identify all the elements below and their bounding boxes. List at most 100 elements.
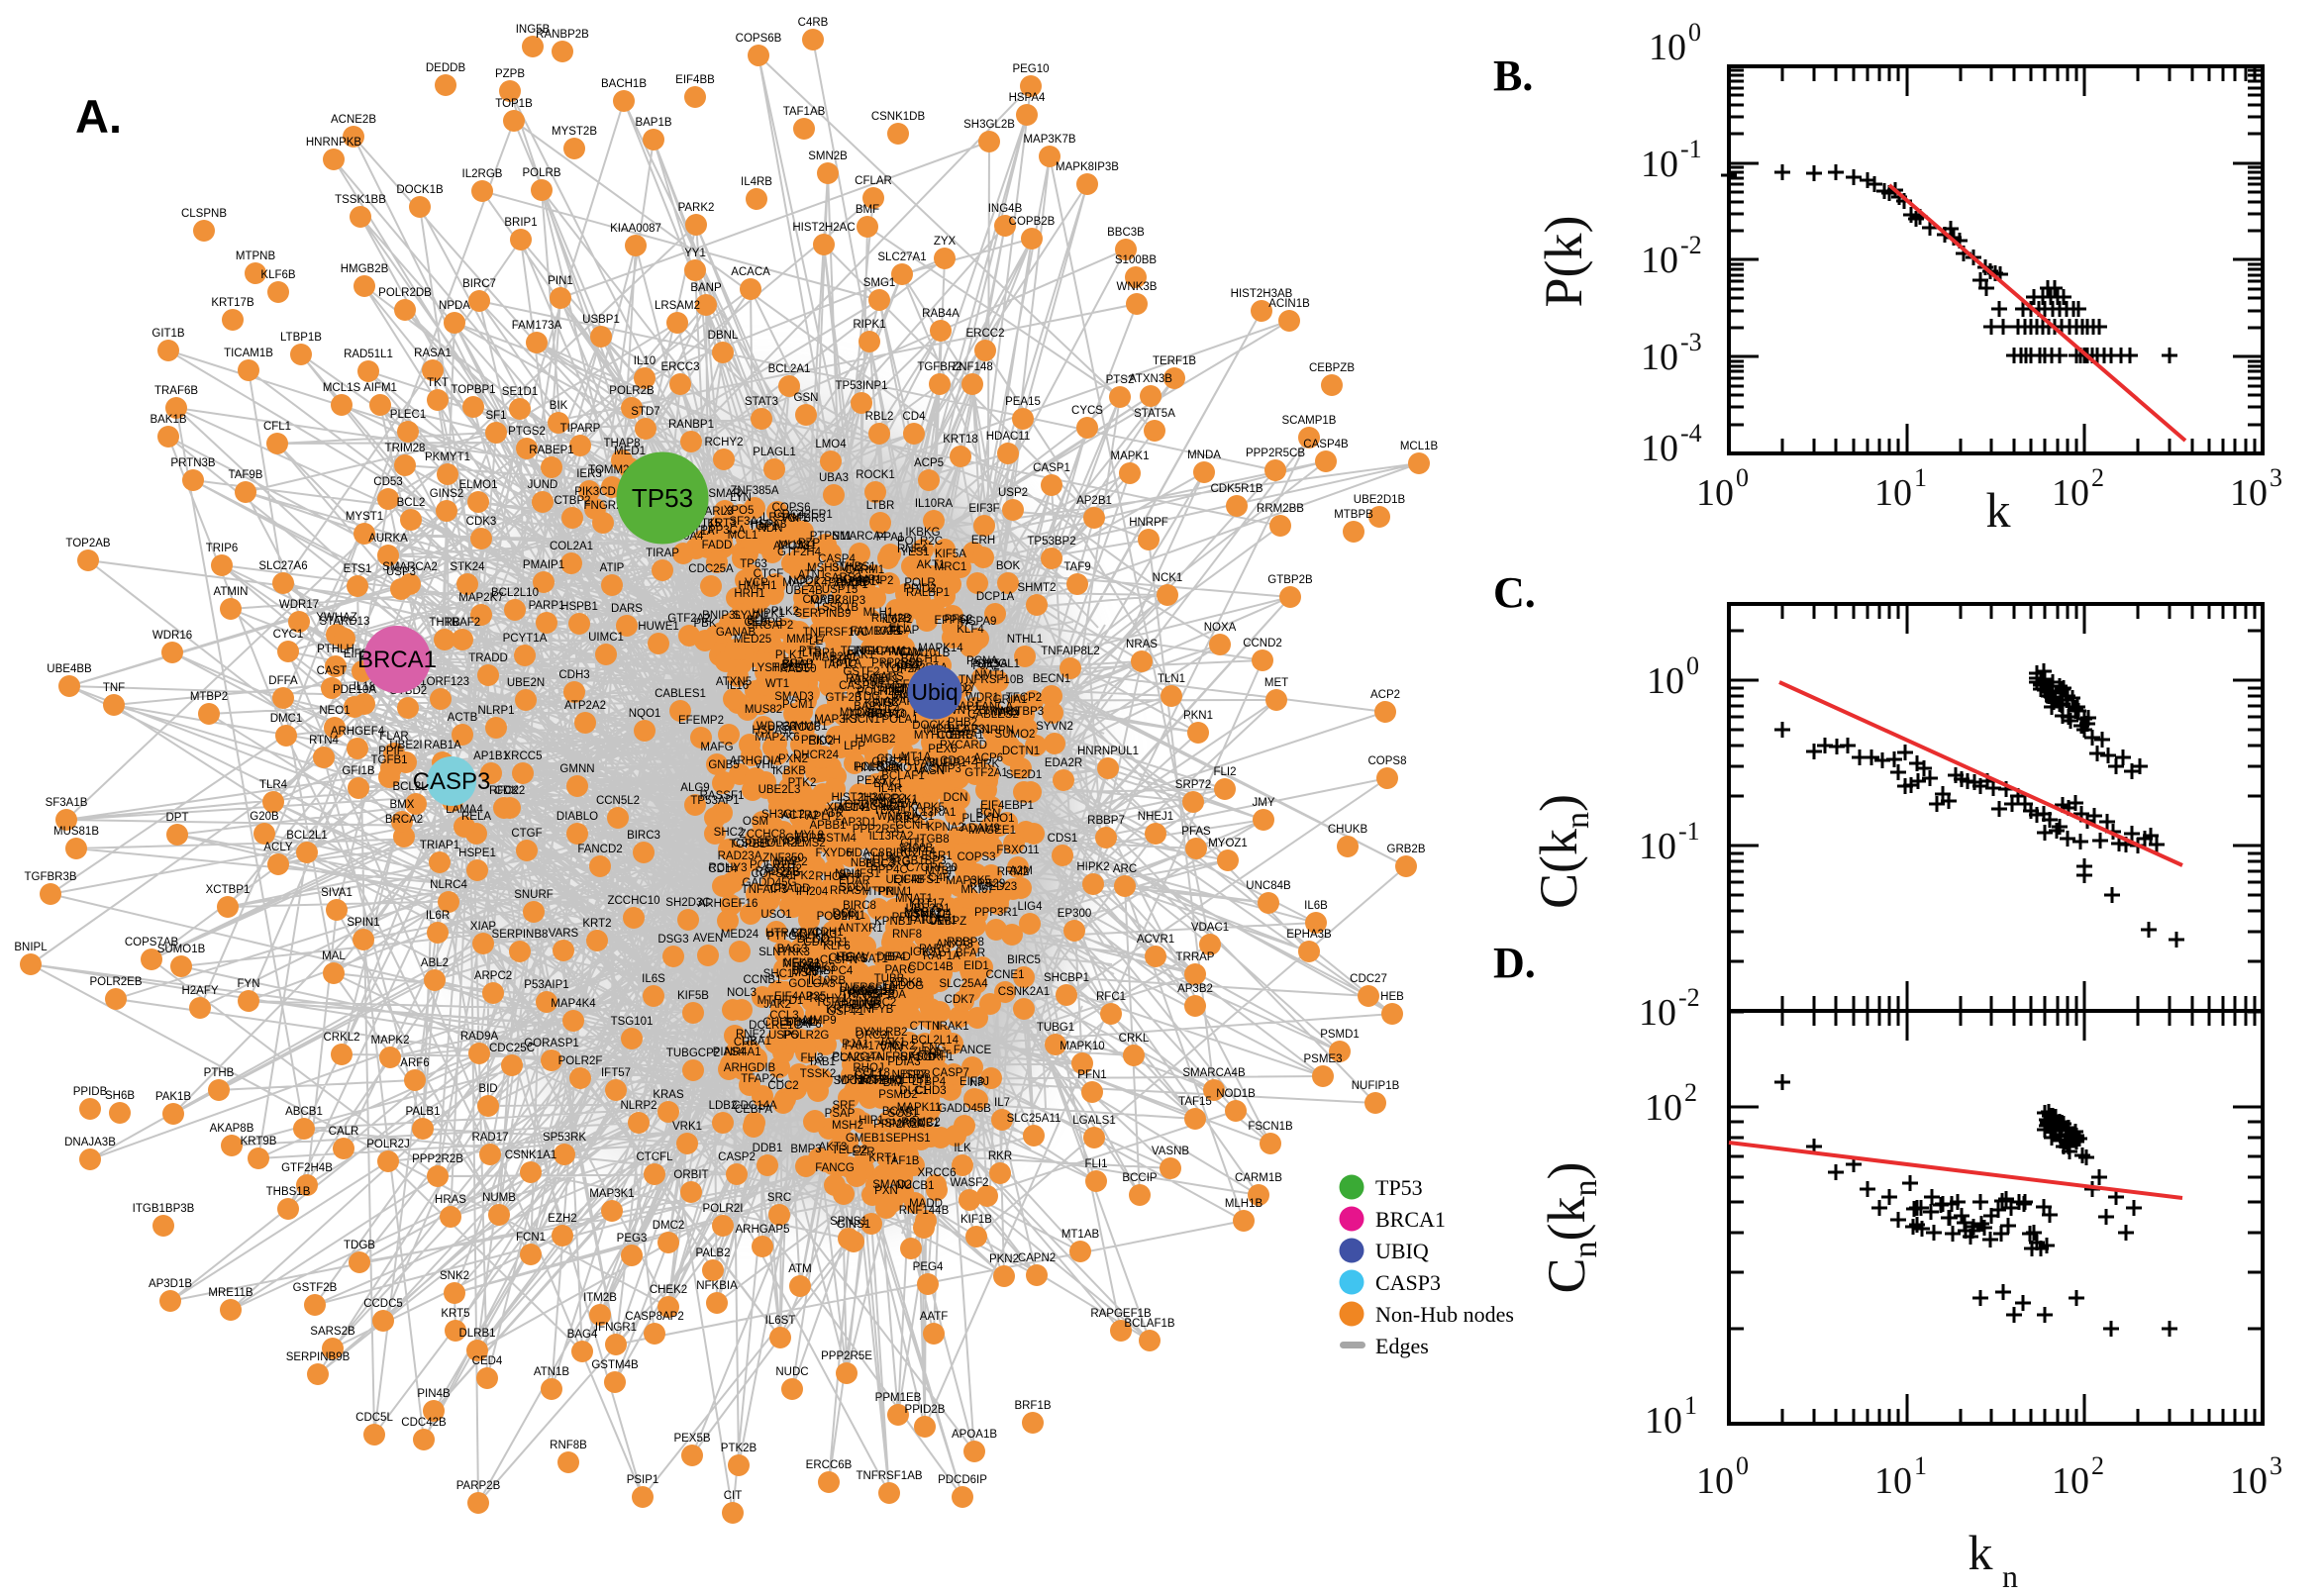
svg-text:BCLAF1B: BCLAF1B (1124, 1318, 1174, 1330)
svg-text:TERF1B: TERF1B (1153, 355, 1196, 367)
svg-text:TAF1C: TAF1C (822, 659, 858, 671)
svg-text:NEO1: NEO1 (319, 705, 350, 717)
svg-text:10: 10 (1874, 472, 1912, 514)
svg-text:DEDD: DEDD (797, 934, 830, 946)
svg-text:CDK3: CDK3 (466, 516, 497, 528)
svg-text:RALBP1: RALBP1 (906, 587, 950, 599)
svg-text:PKN2: PKN2 (989, 1253, 1019, 1265)
svg-text:BAP1: BAP1 (854, 701, 882, 713)
svg-text:NFKBIA: NFKBIA (696, 1280, 738, 1292)
svg-text:TGFB1: TGFB1 (370, 754, 407, 766)
svg-text:PKN1: PKN1 (1183, 710, 1213, 722)
svg-text:PMAIP1: PMAIP1 (523, 559, 564, 571)
svg-text:CDC25A: CDC25A (688, 563, 734, 575)
svg-text:ARHGDIB: ARHGDIB (724, 1062, 776, 1074)
svg-text:EFEMP2: EFEMP2 (678, 715, 724, 727)
svg-text:ETS1: ETS1 (344, 563, 372, 575)
svg-text:PAK1: PAK1 (847, 649, 875, 661)
svg-text:CCNE1: CCNE1 (986, 969, 1025, 981)
svg-text:HIST2H2AC: HIST2H2AC (792, 222, 855, 234)
svg-text:SLC27A6: SLC27A6 (258, 560, 307, 572)
svg-text:CYCS: CYCS (1071, 405, 1103, 417)
svg-text:NLRP1: NLRP1 (477, 705, 514, 717)
svg-text:FADD: FADD (702, 540, 733, 551)
svg-text:PEG3: PEG3 (617, 1233, 648, 1245)
svg-text:AATF: AATF (920, 1311, 949, 1323)
svg-text:k: k (1969, 1525, 1993, 1580)
svg-text:DMC1: DMC1 (270, 713, 303, 725)
svg-text:FNGR2: FNGR2 (584, 500, 623, 512)
svg-text:STK24: STK24 (450, 561, 485, 573)
svg-text:BCL2L1: BCL2L1 (286, 830, 328, 842)
svg-text:APAF1: APAF1 (833, 579, 868, 591)
svg-text:10: 10 (1641, 428, 1678, 469)
svg-text:SLC25A4: SLC25A4 (939, 978, 988, 990)
svg-text:TOP2A: TOP2A (884, 663, 922, 675)
svg-text:RAD9A: RAD9A (460, 1031, 499, 1043)
svg-text:CARM1B: CARM1B (1235, 1172, 1282, 1184)
svg-text:SNURF: SNURF (514, 889, 554, 901)
svg-text:S100BB: S100BB (1115, 254, 1158, 266)
svg-text:PHB2: PHB2 (948, 717, 977, 729)
svg-text:XIAP: XIAP (470, 921, 497, 933)
svg-text:ZHX1: ZHX1 (911, 1047, 940, 1058)
svg-text:GSN: GSN (794, 392, 819, 404)
svg-text:CAPN2: CAPN2 (1018, 1252, 1056, 1264)
svg-text:PFS2: PFS2 (945, 614, 973, 626)
svg-text:TRAF6B: TRAF6B (154, 385, 198, 397)
svg-text:VRK1: VRK1 (672, 1121, 702, 1133)
svg-text:BRAP: BRAP (782, 658, 814, 670)
svg-text:PEX6: PEX6 (928, 744, 957, 755)
svg-text:RHOJ: RHOJ (853, 1062, 883, 1074)
svg-text:UBIQ: UBIQ (1375, 1239, 1429, 1263)
svg-text:LTBP1: LTBP1 (802, 648, 836, 659)
svg-text:BAK1: BAK1 (873, 778, 902, 790)
svg-text:10: 10 (1647, 660, 1684, 702)
svg-text:ZYX: ZYX (934, 236, 957, 248)
svg-text:FBXO11: FBXO11 (996, 845, 1039, 856)
svg-text:KRT9: KRT9 (864, 698, 893, 710)
svg-text:CLSPNB: CLSPNB (181, 208, 227, 220)
svg-text:LTBR: LTBR (866, 500, 895, 512)
svg-text:USP2: USP2 (998, 487, 1028, 499)
svg-text:GTF2A2: GTF2A2 (667, 613, 710, 625)
svg-text:IL2RGB: IL2RGB (462, 168, 503, 180)
svg-text:TAF1AB: TAF1AB (783, 106, 826, 118)
svg-text:SMAD3: SMAD3 (774, 691, 814, 703)
svg-text:GNB5: GNB5 (708, 759, 739, 771)
svg-text:C.: C. (1493, 568, 1536, 617)
svg-text:RCHY2: RCHY2 (705, 437, 744, 449)
svg-text:ENDOG: ENDOG (882, 980, 924, 992)
svg-text:SLNTRK3: SLNTRK3 (758, 947, 810, 958)
svg-text:APOA1: APOA1 (773, 541, 811, 552)
svg-text:IL6R: IL6R (426, 910, 450, 922)
svg-text:EIF4EBP1: EIF4EBP1 (980, 800, 1034, 812)
svg-text:10: 10 (2230, 1460, 2268, 1502)
svg-text:GTF2A1: GTF2A1 (964, 767, 1007, 779)
svg-text:ITGB1BP3: ITGB1BP3 (892, 855, 947, 867)
svg-text:CTCFL: CTCFL (636, 1151, 673, 1163)
svg-text:GADD45B: GADD45B (938, 1103, 991, 1115)
svg-text:BIRC2: BIRC2 (885, 848, 919, 859)
svg-text:PPM1E: PPM1E (829, 577, 867, 589)
svg-text:PJA2: PJA2 (972, 660, 1000, 672)
svg-text:0: 0 (1688, 18, 1701, 47)
svg-text:SMG1: SMG1 (863, 277, 896, 289)
svg-text:TAF15: TAF15 (1178, 1096, 1212, 1108)
svg-text:UBE2N: UBE2N (507, 677, 545, 689)
svg-text:ITGB8: ITGB8 (916, 834, 949, 846)
svg-text:BCLAF1: BCLAF1 (881, 770, 924, 782)
svg-text:ZNF350: ZNF350 (762, 852, 804, 864)
svg-text:COPS8: COPS8 (1368, 755, 1407, 767)
svg-text:ACP2: ACP2 (1370, 689, 1400, 701)
svg-text:KRT17B: KRT17B (211, 297, 254, 309)
svg-text:FXYD6: FXYD6 (815, 848, 852, 859)
svg-text:COL2A1: COL2A1 (550, 541, 593, 552)
svg-text:POLR2E: POLR2E (857, 686, 902, 698)
svg-text:AP3D1: AP3D1 (841, 817, 876, 829)
svg-text:CHD3: CHD3 (915, 1085, 946, 1097)
svg-text:KRT18: KRT18 (943, 434, 978, 446)
svg-text:MTBPB: MTBPB (1334, 509, 1373, 521)
svg-text:MUS81B: MUS81B (53, 826, 99, 838)
svg-text:RRM2BB: RRM2BB (1257, 503, 1304, 515)
